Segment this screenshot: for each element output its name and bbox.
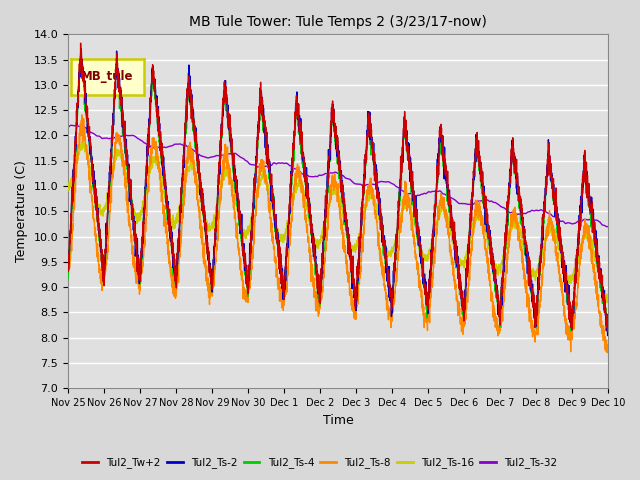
Tul2_Ts-32 [64,124,72,130]
Tul2_Ts-4 [536,276,543,281]
Line: Tul2_Ts-16: Tul2_Ts-16 [68,141,608,302]
Tul2_Ts-16 [295,180,303,185]
Tul2_Tw+2 [295,107,303,112]
Tul2_Ts-32 [158,145,166,151]
Line: Tul2_Tw+2: Tul2_Tw+2 [68,43,608,332]
Tul2_Tw+2 [604,329,611,335]
Tul2_Ts-2 [536,279,543,285]
Tul2_Ts-4 [77,53,84,59]
Tul2_Ts-2 [271,224,279,230]
Tul2_Tw+2 [593,243,601,249]
Tul2_Ts-4 [593,251,601,256]
Title: MB Tule Tower: Tule Temps 2 (3/23/17-now): MB Tule Tower: Tule Temps 2 (3/23/17-now… [189,15,487,29]
Tul2_Ts-8 [295,170,303,176]
Line: Tul2_Ts-2: Tul2_Ts-2 [68,51,608,336]
Tul2_Ts-4 [604,327,612,333]
Tul2_Ts-2 [593,253,601,259]
Tul2_Ts-8 [64,262,72,268]
Legend: Tul2_Tw+2, Tul2_Ts-2, Tul2_Ts-4, Tul2_Ts-8, Tul2_Ts-16, Tul2_Ts-32: Tul2_Tw+2, Tul2_Ts-2, Tul2_Ts-4, Tul2_Ts… [78,453,562,472]
Line: Tul2_Ts-8: Tul2_Ts-8 [68,115,608,353]
Tul2_Ts-8 [271,260,279,265]
Tul2_Tw+2 [271,216,279,222]
Tul2_Ts-16 [604,296,612,302]
Line: Tul2_Ts-32: Tul2_Ts-32 [68,125,608,227]
Tul2_Ts-2 [158,144,166,150]
Tul2_Ts-32 [536,207,543,213]
Tul2_Ts-8 [536,307,543,312]
Line: Tul2_Ts-4: Tul2_Ts-4 [68,56,608,331]
Tul2_Ts-4 [64,276,72,282]
Tul2_Ts-4 [126,180,134,186]
Tul2_Ts-4 [295,131,303,137]
X-axis label: Time: Time [323,414,353,427]
Tul2_Ts-4 [604,328,611,334]
Tul2_Ts-16 [271,224,279,229]
Tul2_Ts-8 [126,224,134,230]
Tul2_Ts-16 [80,138,88,144]
Tul2_Ts-8 [604,350,611,356]
Tul2_Ts-16 [64,188,72,194]
Tul2_Tw+2 [77,40,84,46]
Tul2_Ts-16 [593,261,601,266]
Tul2_Tw+2 [604,324,612,329]
Tul2_Ts-2 [113,48,120,54]
Tul2_Ts-32 [604,224,612,229]
Tul2_Ts-2 [604,333,611,338]
Tul2_Ts-8 [593,286,601,291]
Tul2_Ts-32 [271,160,279,166]
Tul2_Ts-2 [604,313,612,319]
Tul2_Ts-8 [604,345,612,350]
Tul2_Ts-8 [78,112,86,118]
Tul2_Ts-2 [126,178,134,183]
Tul2_Ts-32 [126,133,134,139]
Tul2_Tw+2 [536,265,543,271]
Tul2_Tw+2 [64,259,72,264]
Tul2_Ts-16 [126,190,134,196]
Tul2_Ts-2 [295,101,303,107]
Tul2_Tw+2 [126,185,134,191]
Tul2_Ts-4 [271,217,279,223]
Tul2_Ts-16 [158,180,166,185]
Y-axis label: Temperature (C): Temperature (C) [15,160,28,262]
Tul2_Ts-16 [536,262,543,267]
Tul2_Ts-32 [593,217,601,223]
Tul2_Tw+2 [158,140,166,146]
Tul2_Ts-2 [64,259,72,264]
Tul2_Ts-16 [604,300,611,305]
Tul2_Ts-32 [295,168,303,173]
Tul2_Ts-32 [603,224,611,229]
Tul2_Ts-32 [73,122,81,128]
Tul2_Ts-8 [158,192,166,197]
Tul2_Ts-4 [158,158,166,164]
